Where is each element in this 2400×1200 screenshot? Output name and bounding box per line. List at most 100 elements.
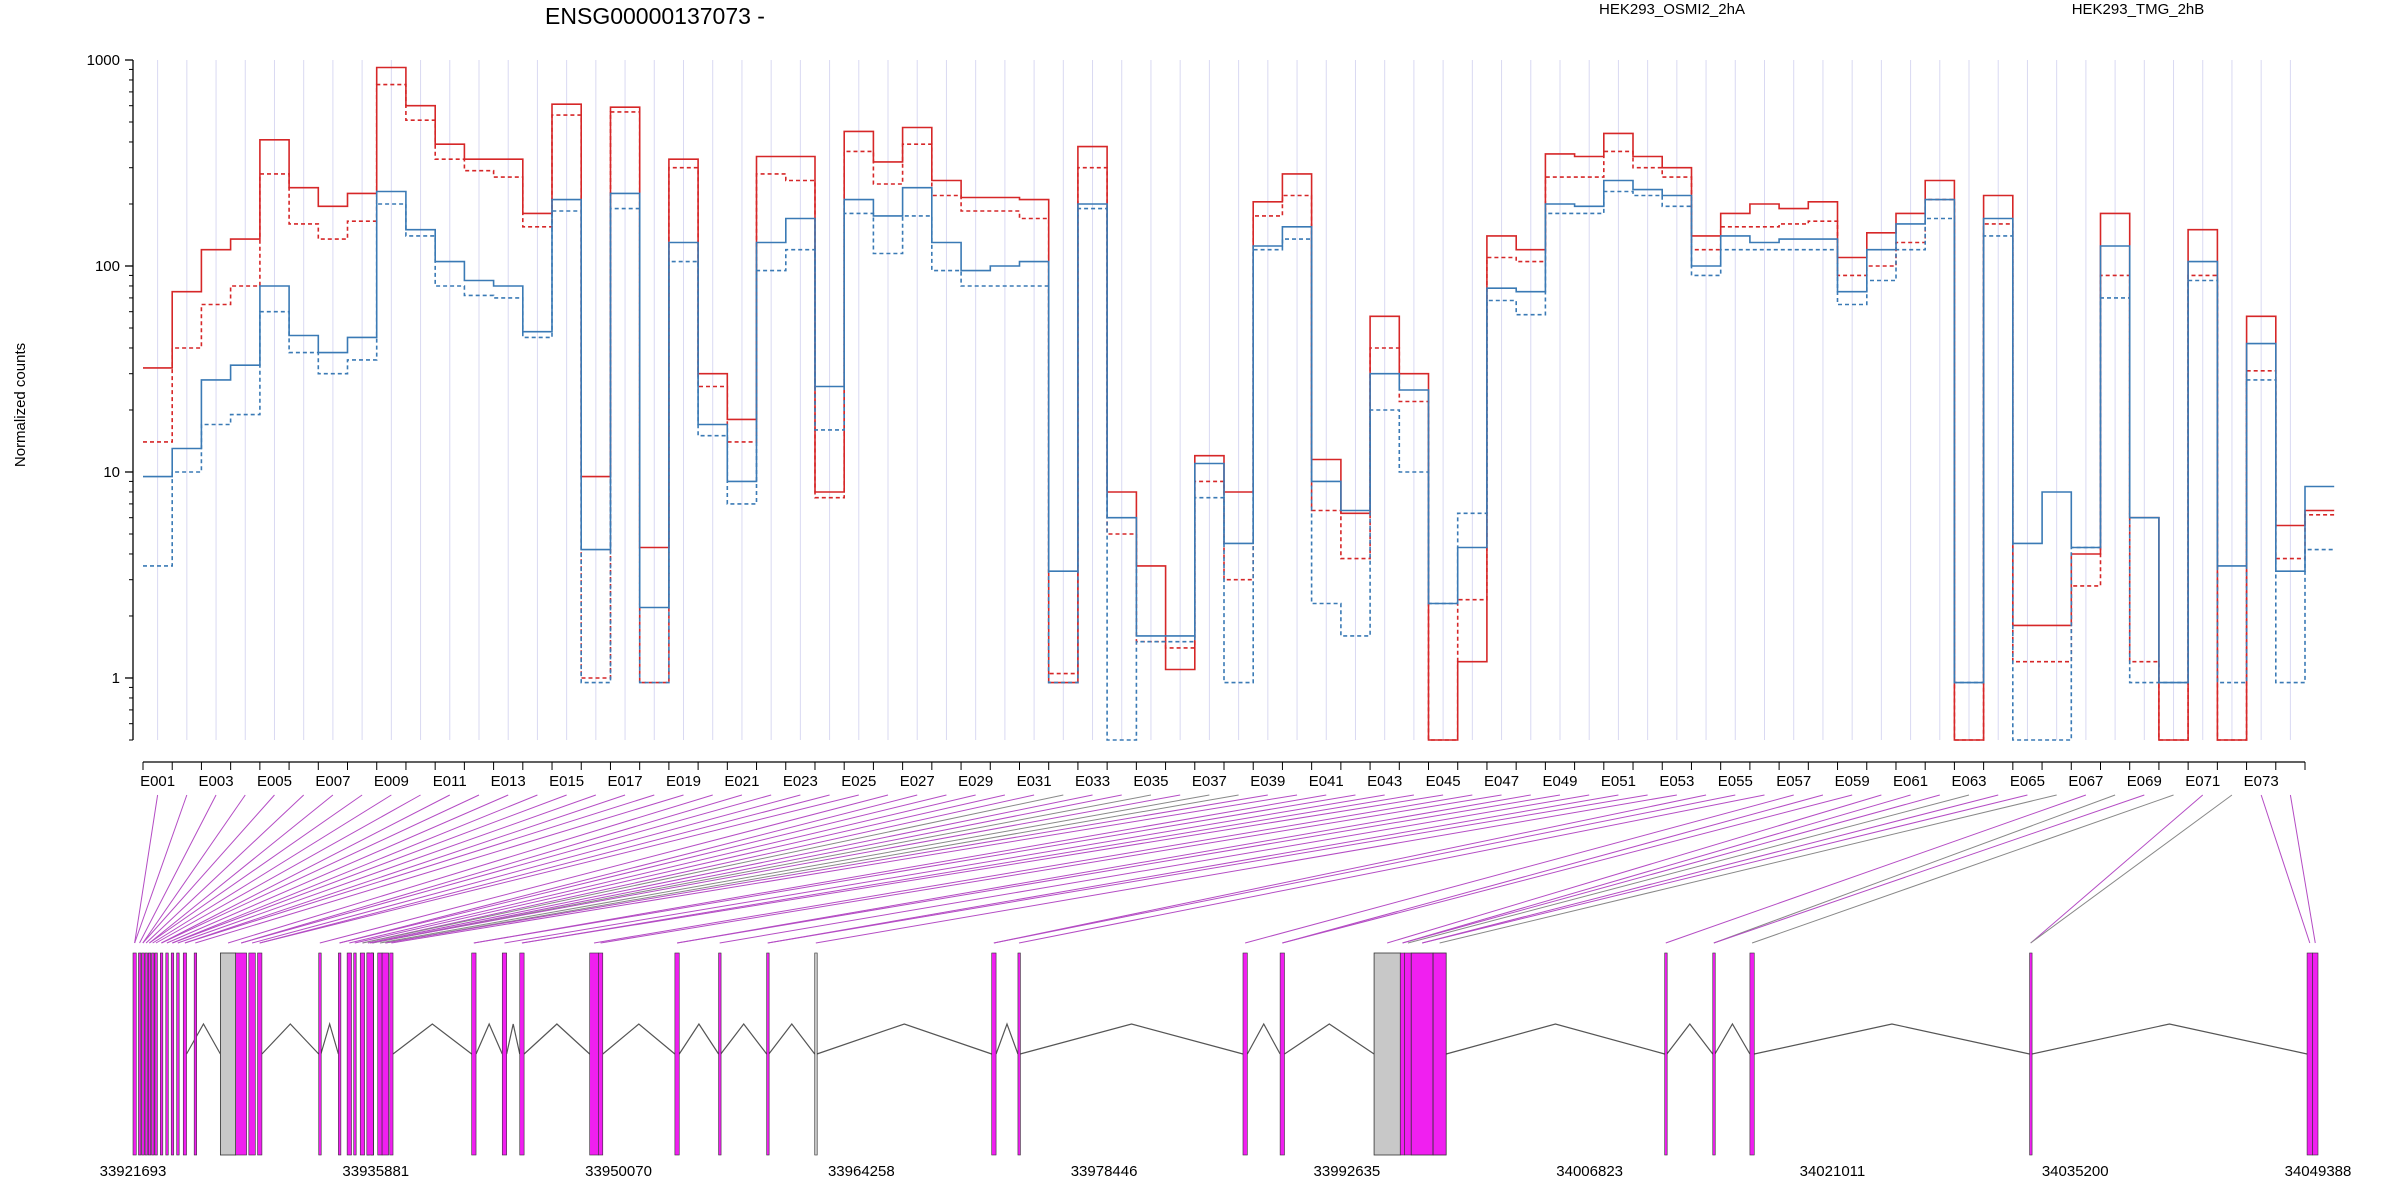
exon-block: [1279, 952, 1285, 1156]
exon-connectors: [134, 794, 2316, 944]
x-tick-label: E019: [666, 773, 701, 790]
intron-line: [1019, 1023, 1244, 1055]
exon-connector: [504, 794, 1385, 944]
exon-connector: [391, 794, 1298, 944]
exon-connector: [227, 794, 713, 944]
genomic-coordinate-label: 33935881: [342, 1163, 409, 1180]
x-tick-label: E005: [257, 773, 292, 790]
exon-block: [1400, 952, 1405, 1156]
exon-connector: [241, 794, 772, 944]
exon-block: [165, 952, 169, 1156]
legend-entry-tmg: HEK293_TMG_2hB: [2072, 1, 2205, 18]
exon-connector: [385, 794, 1239, 944]
exon-block: [589, 952, 599, 1156]
exon-connector: [1282, 794, 1824, 944]
genomic-coordinate-label: 33992635: [1314, 1163, 1381, 1180]
exon-block: [718, 952, 722, 1156]
exon-connector: [339, 794, 918, 944]
gene-model-track: 33921693 33935881 33950070 33964258 33978446…: [100, 952, 2351, 1180]
exon-connector: [2030, 794, 2233, 944]
exon-block: [1373, 952, 1401, 1156]
exon-connector: [372, 794, 1152, 944]
intron-line: [475, 1022, 503, 1055]
intron-line: [678, 1022, 720, 1055]
exon-connector: [362, 794, 1035, 944]
exon-connector: [1665, 794, 2087, 944]
x-tick-label: E053: [1659, 773, 1694, 790]
x-tick-label: E001: [140, 773, 175, 790]
exon-connector: [354, 794, 1005, 944]
intron-line: [720, 1023, 768, 1055]
x-tick-label: E057: [1776, 773, 1811, 790]
exon-block: [318, 952, 322, 1156]
exon-connector: [1018, 794, 1765, 944]
x-tick-label: E047: [1484, 773, 1519, 790]
x-tick-label: E035: [1133, 773, 1168, 790]
x-tick-label: E003: [199, 773, 234, 790]
intron-line: [995, 1022, 1019, 1055]
exon-connector: [251, 794, 801, 944]
y-tick-label: 1: [112, 670, 120, 687]
exon-block: [160, 952, 164, 1156]
exon-connector: [184, 794, 655, 944]
plot-area: 1 10 100 1000 E001 E003 E005 E007 E009 E011 E013 E0…: [87, 52, 2335, 790]
exon-connector: [372, 794, 1122, 944]
exon-connector: [349, 794, 976, 944]
intron-line: [186, 1022, 221, 1055]
exon-connector: [993, 794, 1736, 944]
exon-connector: [815, 794, 1677, 944]
exon-block: [377, 952, 383, 1156]
chart-title: ENSG00000137073 -: [545, 3, 765, 29]
exon-block: [219, 952, 237, 1156]
exon-connector: [1422, 794, 1999, 944]
exon-connector: [379, 794, 1210, 944]
exon-block: [766, 952, 770, 1156]
exon-connector: [676, 794, 1531, 944]
intron-line: [1284, 1023, 1375, 1055]
exon-block: [353, 952, 357, 1156]
exon-block: [1017, 952, 1021, 1156]
exon-connector: [166, 794, 509, 944]
x-tick-label: E031: [1017, 773, 1052, 790]
exon-block: [2312, 952, 2319, 1156]
exon-connector: [1387, 794, 1882, 944]
x-tick-label: E069: [2127, 773, 2162, 790]
x-tick-label: E033: [1075, 773, 1110, 790]
x-tick-label: E063: [1951, 773, 1986, 790]
exon-connector: [593, 794, 1473, 944]
exon-block: [389, 952, 394, 1156]
genomic-coordinate-label: 33950070: [585, 1163, 652, 1180]
exon-block: [471, 952, 477, 1156]
exon-block: [170, 952, 175, 1156]
intron-line: [1754, 1023, 2030, 1055]
x-tick-label: E009: [374, 773, 409, 790]
x-tick-label: E015: [549, 773, 584, 790]
intron-line: [2031, 1023, 2308, 1055]
exon-connector: [1402, 794, 1940, 944]
exon-connector: [319, 794, 889, 944]
exon-connector: [385, 794, 1268, 944]
exon-connector: [1245, 794, 1794, 944]
exon-connector: [184, 794, 626, 944]
x-tick-label: E039: [1250, 773, 1285, 790]
exon-connector: [259, 794, 830, 944]
exon-connector: [134, 794, 159, 944]
exon-connector: [142, 794, 246, 944]
exon-block: [519, 952, 525, 1156]
intron-line: [1714, 1022, 1751, 1055]
exon-connector: [2289, 794, 2316, 944]
intron-line: [1246, 1022, 1281, 1055]
exon-connector: [1402, 794, 1911, 944]
exon-block: [598, 952, 604, 1156]
x-tick-label: E011: [433, 773, 467, 790]
exon-connector: [767, 794, 1619, 944]
exon-connector: [155, 794, 421, 944]
x-tick-label: E041: [1309, 773, 1344, 790]
x-tick-label: E051: [1601, 773, 1636, 790]
x-tick-label: E017: [608, 773, 643, 790]
exon-connector: [521, 794, 1414, 944]
exon-block: [193, 952, 197, 1156]
exon-connector: [1751, 794, 2174, 944]
x-tick-label: E037: [1192, 773, 1227, 790]
